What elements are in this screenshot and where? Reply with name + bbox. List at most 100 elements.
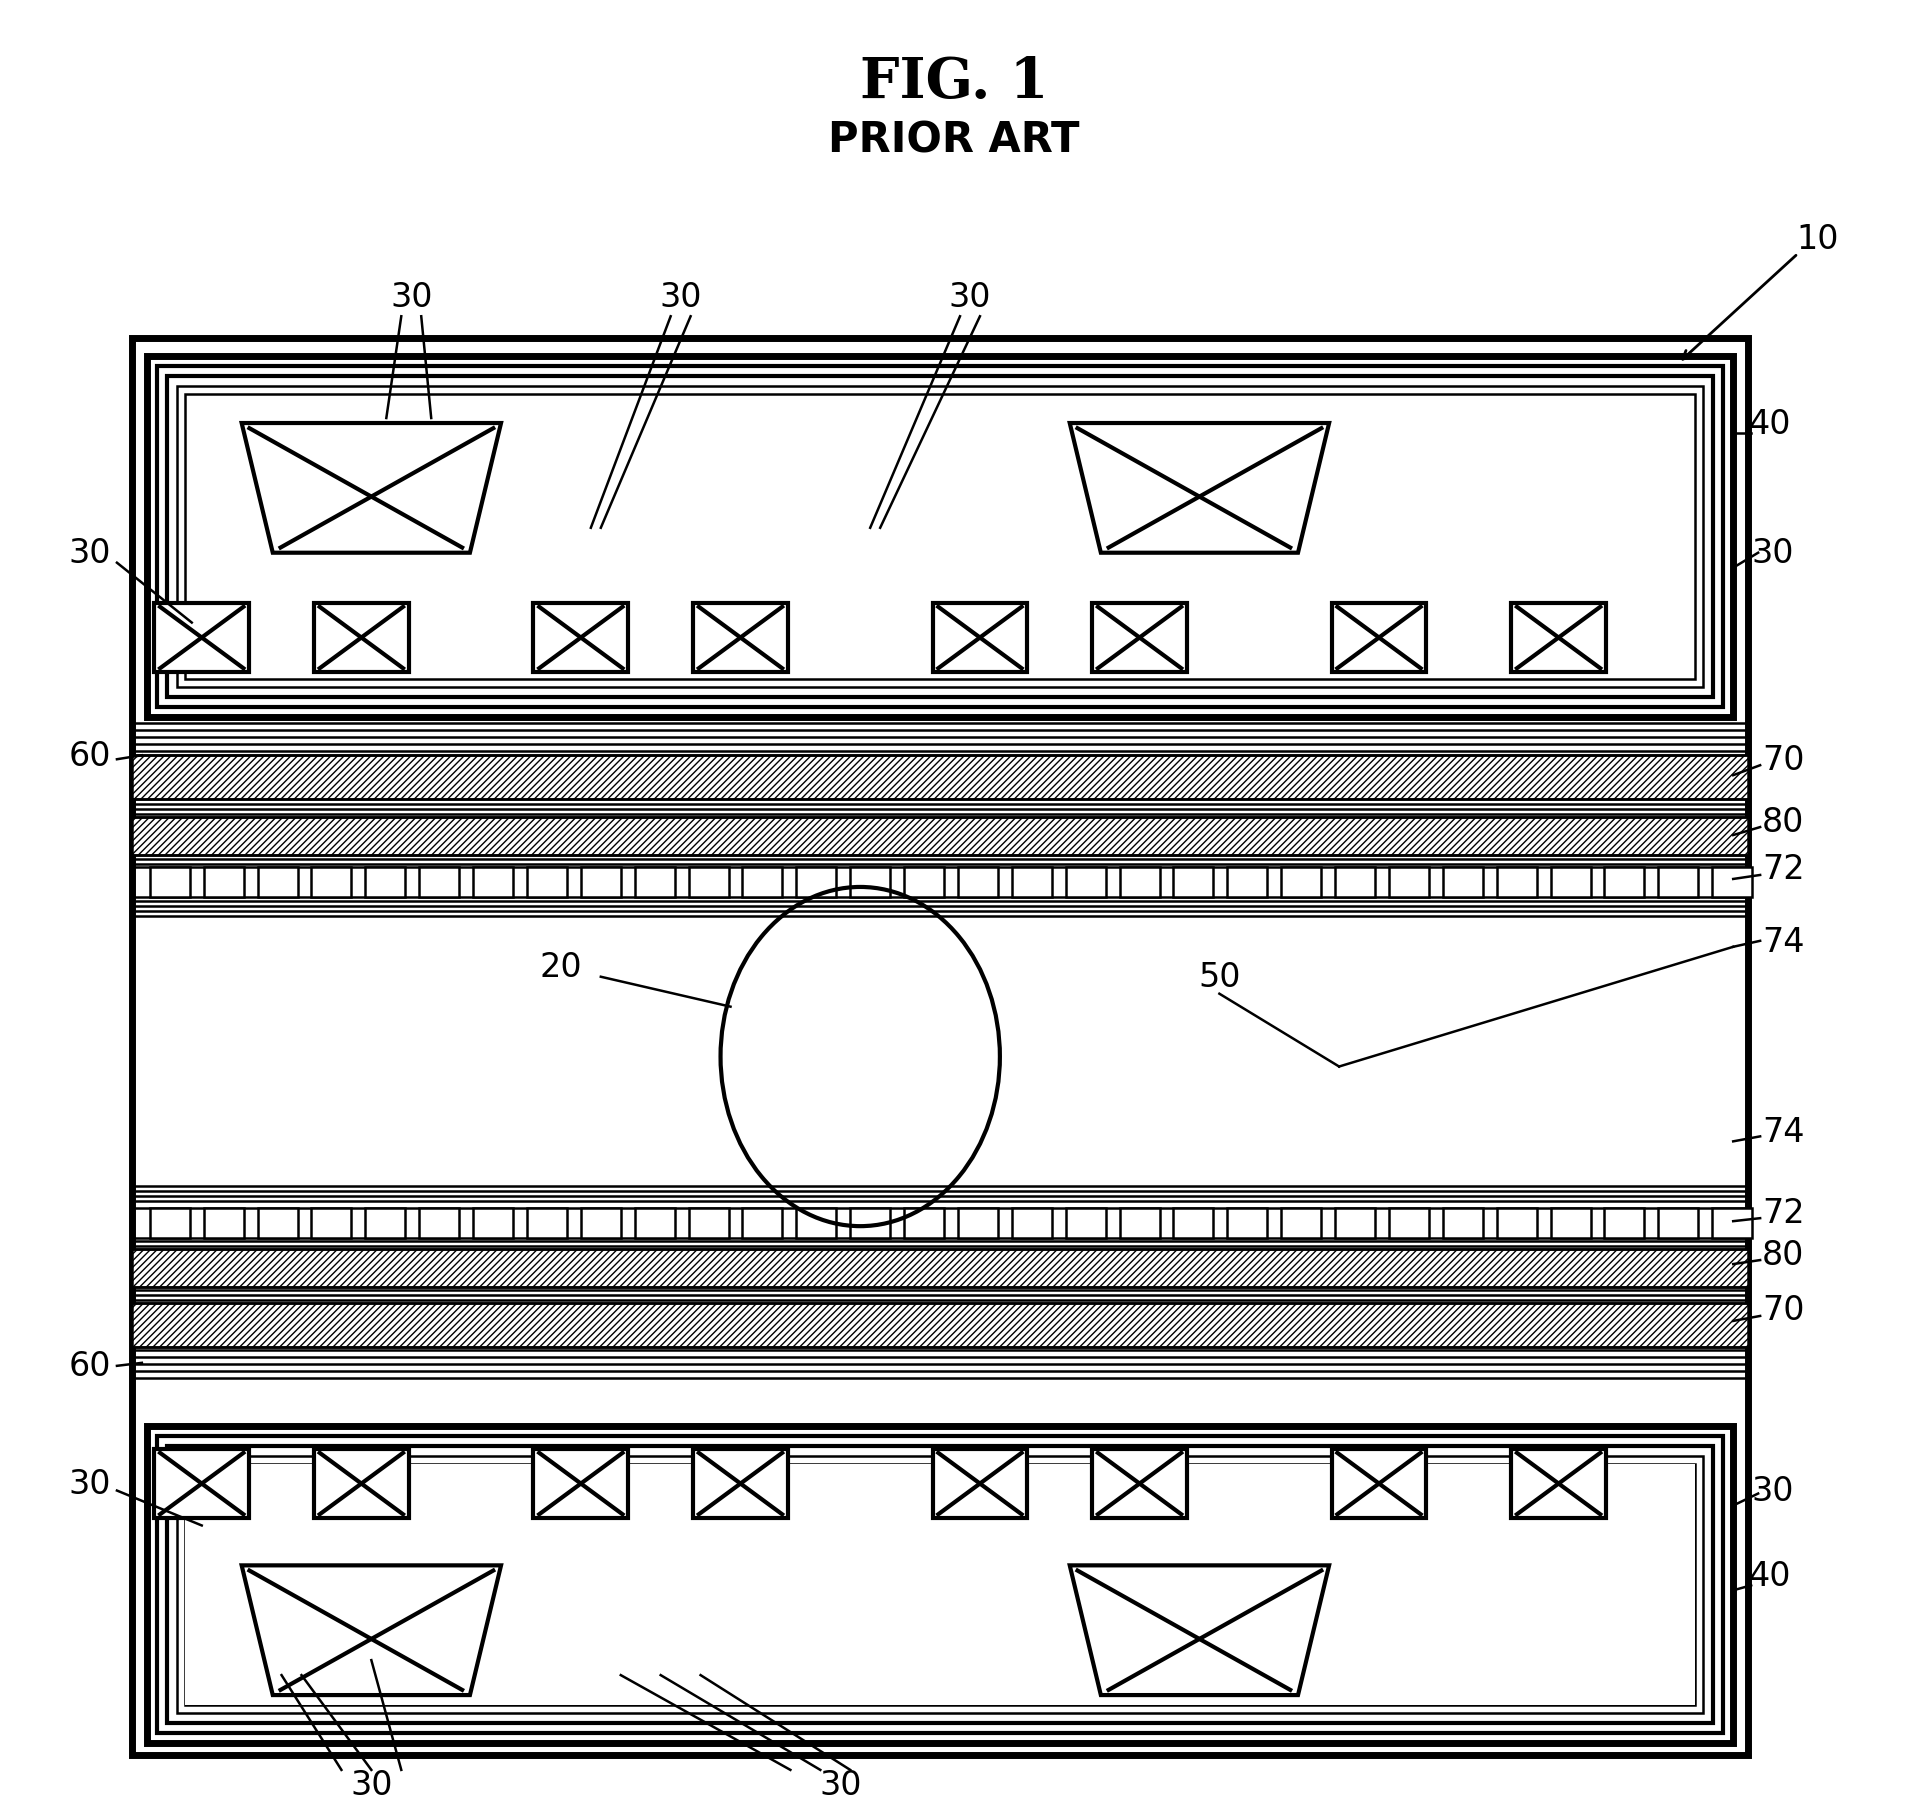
Bar <box>933 1449 1026 1518</box>
Bar <box>147 1426 1732 1744</box>
Text: 30: 30 <box>1751 536 1793 570</box>
Bar <box>904 868 944 897</box>
Bar <box>154 1449 250 1518</box>
Bar <box>1335 868 1375 897</box>
Bar <box>1550 868 1590 897</box>
Bar <box>154 603 250 673</box>
Bar <box>156 1435 1722 1733</box>
Bar <box>151 868 189 897</box>
Bar <box>957 1209 997 1238</box>
Bar <box>311 868 351 897</box>
Bar <box>364 1209 404 1238</box>
Bar <box>132 339 1747 1754</box>
Bar <box>1335 1209 1375 1238</box>
Text: 60: 60 <box>69 740 111 773</box>
Bar <box>1066 1209 1104 1238</box>
Bar <box>534 1449 627 1518</box>
Bar <box>1550 1209 1590 1238</box>
Bar <box>795 868 835 897</box>
Bar <box>1119 1209 1159 1238</box>
Text: 30: 30 <box>660 280 702 314</box>
Bar <box>692 1449 788 1518</box>
Text: 60: 60 <box>69 1350 111 1383</box>
Bar <box>1011 1209 1051 1238</box>
Bar <box>1510 603 1606 673</box>
Bar <box>580 868 620 897</box>
Text: 10: 10 <box>1796 222 1838 256</box>
Bar <box>742 1209 782 1238</box>
Bar <box>185 1464 1695 1706</box>
Bar <box>132 1249 1747 1287</box>
Text: 30: 30 <box>948 280 992 314</box>
Bar <box>1495 1209 1535 1238</box>
Text: 50: 50 <box>1198 960 1240 995</box>
Bar <box>1331 603 1426 673</box>
Bar <box>257 1209 297 1238</box>
Bar <box>185 395 1695 680</box>
Bar <box>166 377 1712 699</box>
Text: 30: 30 <box>69 536 111 570</box>
Bar <box>185 395 1695 680</box>
Bar <box>957 868 997 897</box>
Bar <box>1282 1209 1320 1238</box>
Bar <box>311 1209 351 1238</box>
Bar <box>364 868 404 897</box>
Bar <box>635 1209 675 1238</box>
Text: 30: 30 <box>69 1467 111 1500</box>
Bar <box>1657 1209 1697 1238</box>
Text: 72: 72 <box>1760 854 1804 886</box>
Bar <box>177 1457 1703 1713</box>
Bar <box>1091 603 1186 673</box>
Bar <box>1711 1209 1751 1238</box>
Text: 72: 72 <box>1760 1197 1804 1229</box>
Bar <box>1119 868 1159 897</box>
Bar <box>1066 868 1104 897</box>
Text: 40: 40 <box>1747 408 1789 440</box>
Bar <box>526 1209 566 1238</box>
Bar <box>1604 1209 1644 1238</box>
Bar <box>257 868 297 897</box>
Bar <box>420 868 460 897</box>
Bar <box>151 1209 189 1238</box>
Bar <box>1657 868 1697 897</box>
Bar <box>185 1464 1695 1706</box>
Bar <box>742 868 782 897</box>
Bar <box>933 603 1026 673</box>
Bar <box>147 357 1732 718</box>
Bar <box>1282 868 1320 897</box>
Bar <box>692 603 788 673</box>
Text: PRIOR ART: PRIOR ART <box>828 119 1079 162</box>
Bar <box>1173 868 1213 897</box>
Bar <box>1604 868 1644 897</box>
Text: 30: 30 <box>1751 1475 1793 1507</box>
Text: 30: 30 <box>349 1769 393 1801</box>
Text: FIG. 1: FIG. 1 <box>860 54 1047 110</box>
Bar <box>1331 1449 1426 1518</box>
Bar <box>132 756 1747 800</box>
Bar <box>204 1209 244 1238</box>
Bar <box>688 868 728 897</box>
Text: 74: 74 <box>1760 1115 1804 1148</box>
Bar <box>1388 868 1428 897</box>
Bar <box>851 1209 891 1238</box>
Text: 30: 30 <box>818 1769 862 1801</box>
Bar <box>688 1209 728 1238</box>
Text: 74: 74 <box>1760 926 1804 958</box>
Bar <box>132 1303 1747 1347</box>
Bar <box>315 603 408 673</box>
Bar <box>1226 1209 1266 1238</box>
Bar <box>315 1449 408 1518</box>
Bar <box>473 1209 513 1238</box>
Bar <box>156 366 1722 708</box>
Text: 40: 40 <box>1747 1560 1789 1592</box>
Bar <box>204 868 244 897</box>
Bar <box>526 868 566 897</box>
Bar <box>635 868 675 897</box>
Bar <box>580 1209 620 1238</box>
Text: 80: 80 <box>1760 1238 1804 1271</box>
Bar <box>1442 1209 1482 1238</box>
Text: 80: 80 <box>1760 805 1804 838</box>
Text: 70: 70 <box>1760 1294 1804 1327</box>
Bar <box>177 386 1703 688</box>
Bar <box>1495 868 1535 897</box>
